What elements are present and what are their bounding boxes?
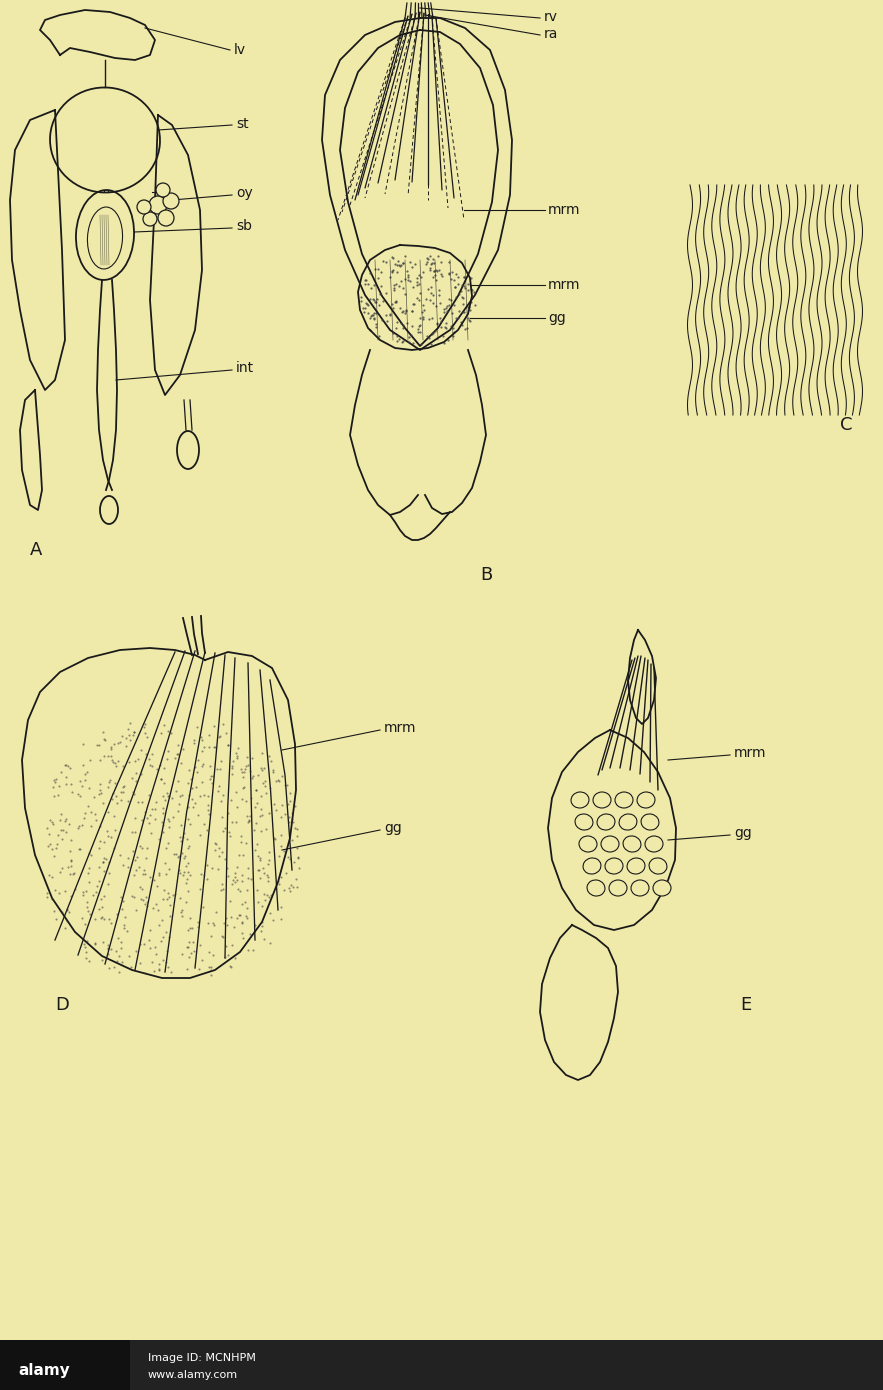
Circle shape <box>156 183 170 197</box>
Ellipse shape <box>649 858 667 874</box>
Ellipse shape <box>587 880 605 897</box>
Text: sb: sb <box>236 220 252 234</box>
Ellipse shape <box>653 880 671 897</box>
Text: mrm: mrm <box>384 721 417 735</box>
Circle shape <box>149 196 167 214</box>
Text: gg: gg <box>384 821 402 835</box>
Text: mrm: mrm <box>734 746 766 760</box>
Text: A: A <box>30 541 42 559</box>
Ellipse shape <box>597 815 615 830</box>
Text: ra: ra <box>544 26 558 40</box>
Text: gg: gg <box>734 826 751 840</box>
Text: mrm: mrm <box>548 278 580 292</box>
Ellipse shape <box>637 792 655 808</box>
Text: Image ID: MCNHPM: Image ID: MCNHPM <box>148 1352 256 1364</box>
Circle shape <box>137 200 151 214</box>
Text: st: st <box>236 117 249 131</box>
Ellipse shape <box>593 792 611 808</box>
Text: lv: lv <box>234 43 246 57</box>
Ellipse shape <box>575 815 593 830</box>
Ellipse shape <box>609 880 627 897</box>
Circle shape <box>163 193 179 208</box>
Text: int: int <box>236 361 254 375</box>
Ellipse shape <box>623 835 641 852</box>
Text: C: C <box>840 416 852 434</box>
Ellipse shape <box>619 815 637 830</box>
Text: B: B <box>480 566 492 584</box>
Ellipse shape <box>641 815 659 830</box>
Ellipse shape <box>615 792 633 808</box>
Ellipse shape <box>631 880 649 897</box>
Ellipse shape <box>571 792 589 808</box>
Bar <box>0 1340 130 1390</box>
Text: gg: gg <box>548 311 566 325</box>
Ellipse shape <box>601 835 619 852</box>
Text: D: D <box>55 997 69 1013</box>
Ellipse shape <box>627 858 645 874</box>
Ellipse shape <box>583 858 601 874</box>
Text: alamy: alamy <box>18 1362 70 1377</box>
Text: mrm: mrm <box>548 203 580 217</box>
Text: oy: oy <box>236 186 253 200</box>
Ellipse shape <box>605 858 623 874</box>
Text: E: E <box>740 997 751 1013</box>
Text: rv: rv <box>544 10 558 24</box>
Ellipse shape <box>645 835 663 852</box>
Text: www.alamy.com: www.alamy.com <box>148 1371 238 1380</box>
Ellipse shape <box>579 835 597 852</box>
Circle shape <box>158 210 174 227</box>
Circle shape <box>143 213 157 227</box>
Bar <box>0 1340 883 1390</box>
